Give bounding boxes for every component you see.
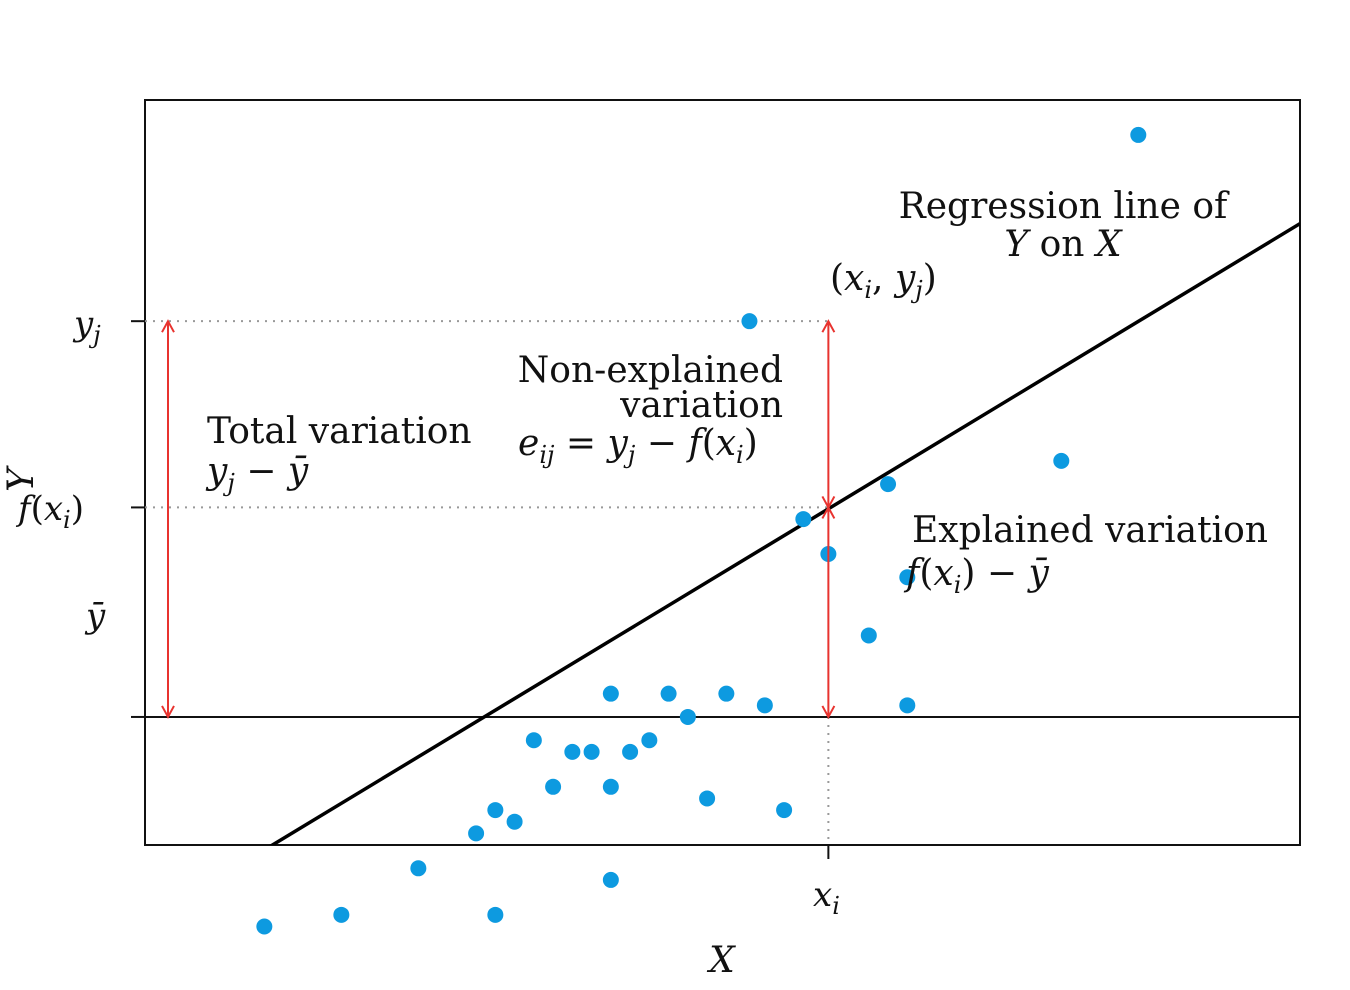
point-label: (xi, yj): [830, 258, 937, 304]
data-point: [899, 697, 916, 714]
data-point: [602, 778, 619, 795]
data-point: [545, 778, 562, 795]
nonexplained-variation-arrow: [821, 319, 836, 510]
data-point: [602, 685, 619, 702]
data-point: [333, 906, 350, 923]
data-point: [256, 918, 273, 935]
explained-variation-arrow-head-top: [821, 505, 836, 519]
data-point: [583, 743, 600, 760]
data-point: [1130, 126, 1147, 143]
data-point: [564, 743, 581, 760]
explained-variation-formula: f(xi) − ȳ: [903, 553, 1049, 599]
nonexplained-variation-arrow-head-top: [821, 319, 836, 333]
data-point: [880, 476, 897, 493]
data-point: [410, 860, 427, 877]
data-point: [741, 313, 758, 330]
total-variation-arrow-head-top: [161, 319, 175, 333]
data-point: [487, 906, 504, 923]
nonexplained-line1: Non-explained: [518, 350, 783, 391]
axis-ticks: [131, 320, 830, 859]
total-variation-arrow-head-bottom: [161, 705, 175, 720]
data-point: [860, 627, 877, 644]
nonexplained-line2: variation: [619, 385, 783, 426]
data-point: [602, 871, 619, 888]
y-axis-title: Y: [1, 465, 42, 492]
data-point: [468, 825, 485, 842]
data-point: [699, 790, 716, 807]
data-point: [525, 732, 542, 749]
x-tick-label-xi: xi: [813, 875, 840, 920]
data-point: [679, 708, 696, 725]
data-point: [641, 732, 658, 749]
variation-arrows: [161, 319, 836, 720]
data-point: [506, 813, 523, 830]
nonexplained-formula: eij = yj − f(xi): [518, 423, 758, 469]
data-point: [718, 685, 735, 702]
data-point: [487, 802, 504, 819]
data-point: [899, 569, 916, 586]
explained-variation-arrow: [821, 505, 836, 720]
data-point: [660, 685, 677, 702]
data-point: [795, 511, 812, 528]
regression-title-line1: Regression line of: [899, 186, 1230, 227]
total-variation-label: Total variation: [207, 411, 472, 452]
data-point: [622, 743, 639, 760]
data-point: [1053, 452, 1070, 469]
data-point: [776, 802, 793, 819]
y-tick-label-yj: yj: [72, 304, 101, 349]
x-axis-title: X: [706, 940, 736, 981]
y-tick-label-fxi: f(xi): [15, 489, 84, 534]
total-variation-formula: yj − ȳ: [205, 451, 309, 497]
plot-frame: [144, 99, 1301, 846]
regression-line: [269, 222, 1300, 845]
data-point: [756, 697, 773, 714]
regression-title-line2: Y on X: [1004, 224, 1123, 265]
explained-variation-arrow-head-bottom: [821, 705, 836, 720]
explained-variation-label: Explained variation: [912, 510, 1268, 551]
total-variation-arrow: [161, 319, 175, 720]
y-tick-label-ybar: ȳ: [84, 596, 106, 636]
scatter-points: [256, 126, 1147, 935]
